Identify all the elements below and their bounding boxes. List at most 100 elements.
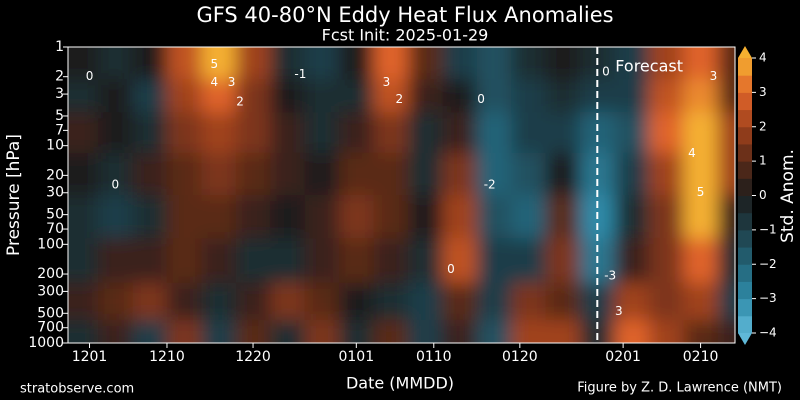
field-cell xyxy=(614,47,650,81)
field-cell xyxy=(580,319,616,343)
colorbar-tick-label: −2 xyxy=(759,257,777,271)
field-cell xyxy=(132,47,168,81)
y-tick-label: 700 xyxy=(37,320,64,336)
field-cell xyxy=(201,282,237,321)
field-cell xyxy=(442,282,478,321)
field-cell xyxy=(545,47,582,81)
colorbar-band xyxy=(738,315,752,334)
field-cell xyxy=(407,152,444,196)
field-cell xyxy=(648,282,685,321)
field-cell xyxy=(132,112,168,154)
field-cell xyxy=(98,195,134,240)
field-cell xyxy=(166,152,203,196)
field-cell xyxy=(339,79,375,114)
field-cell xyxy=(68,112,100,154)
field-cell xyxy=(98,319,134,343)
field-cell xyxy=(339,47,375,81)
field-cell xyxy=(304,79,341,114)
field-cell xyxy=(339,195,375,240)
field-cell xyxy=(511,47,547,81)
field-cell xyxy=(339,282,375,321)
colorbar-tick-label: −1 xyxy=(759,222,777,236)
y-tick-label: 50 xyxy=(46,207,64,223)
field-cell xyxy=(545,79,582,114)
field-cell xyxy=(132,282,168,321)
colorbar-band xyxy=(738,195,752,214)
forecast-label: Forecast xyxy=(615,57,683,76)
field-cell xyxy=(235,319,272,343)
contour-label: 0 xyxy=(86,69,94,83)
x-axis-label: Date (MMDD) xyxy=(346,374,454,393)
field-cell xyxy=(683,152,719,196)
field-cell xyxy=(98,47,134,81)
field-cell xyxy=(98,238,134,284)
field-cell xyxy=(717,238,735,284)
field-cell xyxy=(201,112,237,154)
field-cell xyxy=(545,112,582,154)
colorbar-band xyxy=(738,109,752,128)
colorbar-band xyxy=(738,75,752,93)
colorbar-tick-label: 0 xyxy=(759,188,767,202)
colorbar-band xyxy=(738,281,752,300)
field-cell xyxy=(648,152,685,196)
field-cell xyxy=(270,79,306,114)
field-cell xyxy=(270,238,306,284)
field-cell xyxy=(270,47,306,81)
contour-label: 5 xyxy=(210,57,218,71)
field-cell xyxy=(648,112,685,154)
field-cell xyxy=(304,112,341,154)
field-cell xyxy=(648,319,685,343)
y-tick-label: 30 xyxy=(46,185,64,201)
colorbar-band xyxy=(738,178,752,196)
field-cell xyxy=(339,319,375,343)
field-cell xyxy=(511,79,547,114)
field-cell xyxy=(545,282,582,321)
chart-title: GFS 40-80°N Eddy Heat Flux Anomalies xyxy=(196,3,613,27)
field-cell xyxy=(98,282,134,321)
field-cell xyxy=(717,152,735,196)
field-cell xyxy=(201,195,237,240)
field-cell xyxy=(373,152,409,196)
contour-label: -3 xyxy=(604,269,616,283)
chart-subtitle: Fcst Init: 2025-01-29 xyxy=(322,26,489,45)
field-cell xyxy=(201,319,237,343)
field-cell xyxy=(648,195,685,240)
field-cell xyxy=(235,47,272,81)
field-cell xyxy=(614,282,650,321)
colorbar-tick-label: 4 xyxy=(759,51,767,65)
field-cell xyxy=(407,112,444,154)
field-cell xyxy=(304,152,341,196)
field-cell xyxy=(683,195,719,240)
field-cell xyxy=(373,47,409,81)
colorbar-band xyxy=(738,264,752,282)
field-cell xyxy=(166,195,203,240)
field-cell xyxy=(270,195,306,240)
field-cell xyxy=(511,238,547,284)
field-cell xyxy=(648,79,685,114)
colorbar-band xyxy=(738,229,752,248)
field-cell xyxy=(132,152,168,196)
field-cell xyxy=(545,319,582,343)
field-cell xyxy=(339,152,375,196)
colorbar-tick-label: −3 xyxy=(759,291,777,305)
field-cell xyxy=(442,112,478,154)
field-cell xyxy=(132,79,168,114)
y-tick-label: 2 xyxy=(55,69,64,85)
field-cell xyxy=(235,195,272,240)
credit: Figure by Z. D. Lawrence (NMT) xyxy=(577,381,782,396)
x-tick-label: 0201 xyxy=(605,349,641,365)
field-cell xyxy=(201,79,237,114)
field-cell xyxy=(235,79,272,114)
field-cell xyxy=(304,319,341,343)
field-cell xyxy=(68,47,100,81)
x-tick-label: 1210 xyxy=(149,349,185,365)
colorbar-band xyxy=(738,298,752,317)
field xyxy=(68,47,735,343)
field-cell xyxy=(407,47,444,81)
contour-label: 0 xyxy=(477,92,485,106)
colorbar-band xyxy=(738,247,752,265)
contour-label: 3 xyxy=(710,69,718,83)
colorbar-band xyxy=(738,143,752,162)
field-cell xyxy=(304,47,341,81)
contour-label: 4 xyxy=(688,146,696,160)
